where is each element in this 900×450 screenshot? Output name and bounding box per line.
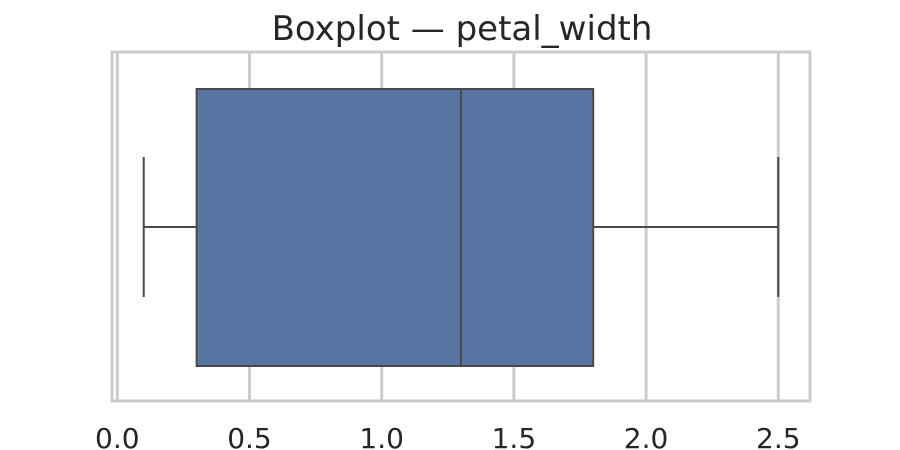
iqr-box	[195, 88, 595, 367]
plot-frame	[110, 50, 812, 403]
x-tick-label: 0.0	[95, 422, 140, 450]
x-tick-label: 2.5	[756, 422, 801, 450]
x-tick-label: 0.5	[227, 422, 272, 450]
x-axis-tick-labels: 0.0 0.5 1.0 1.5 2.0 2.5	[95, 422, 801, 450]
x-tick-label: 2.0	[624, 422, 669, 450]
x-tick-label: 1.0	[359, 422, 404, 450]
boxplot-series	[142, 88, 780, 367]
chart-title: Boxplot — petal_width	[272, 9, 653, 49]
x-tick-label: 1.5	[492, 422, 537, 450]
